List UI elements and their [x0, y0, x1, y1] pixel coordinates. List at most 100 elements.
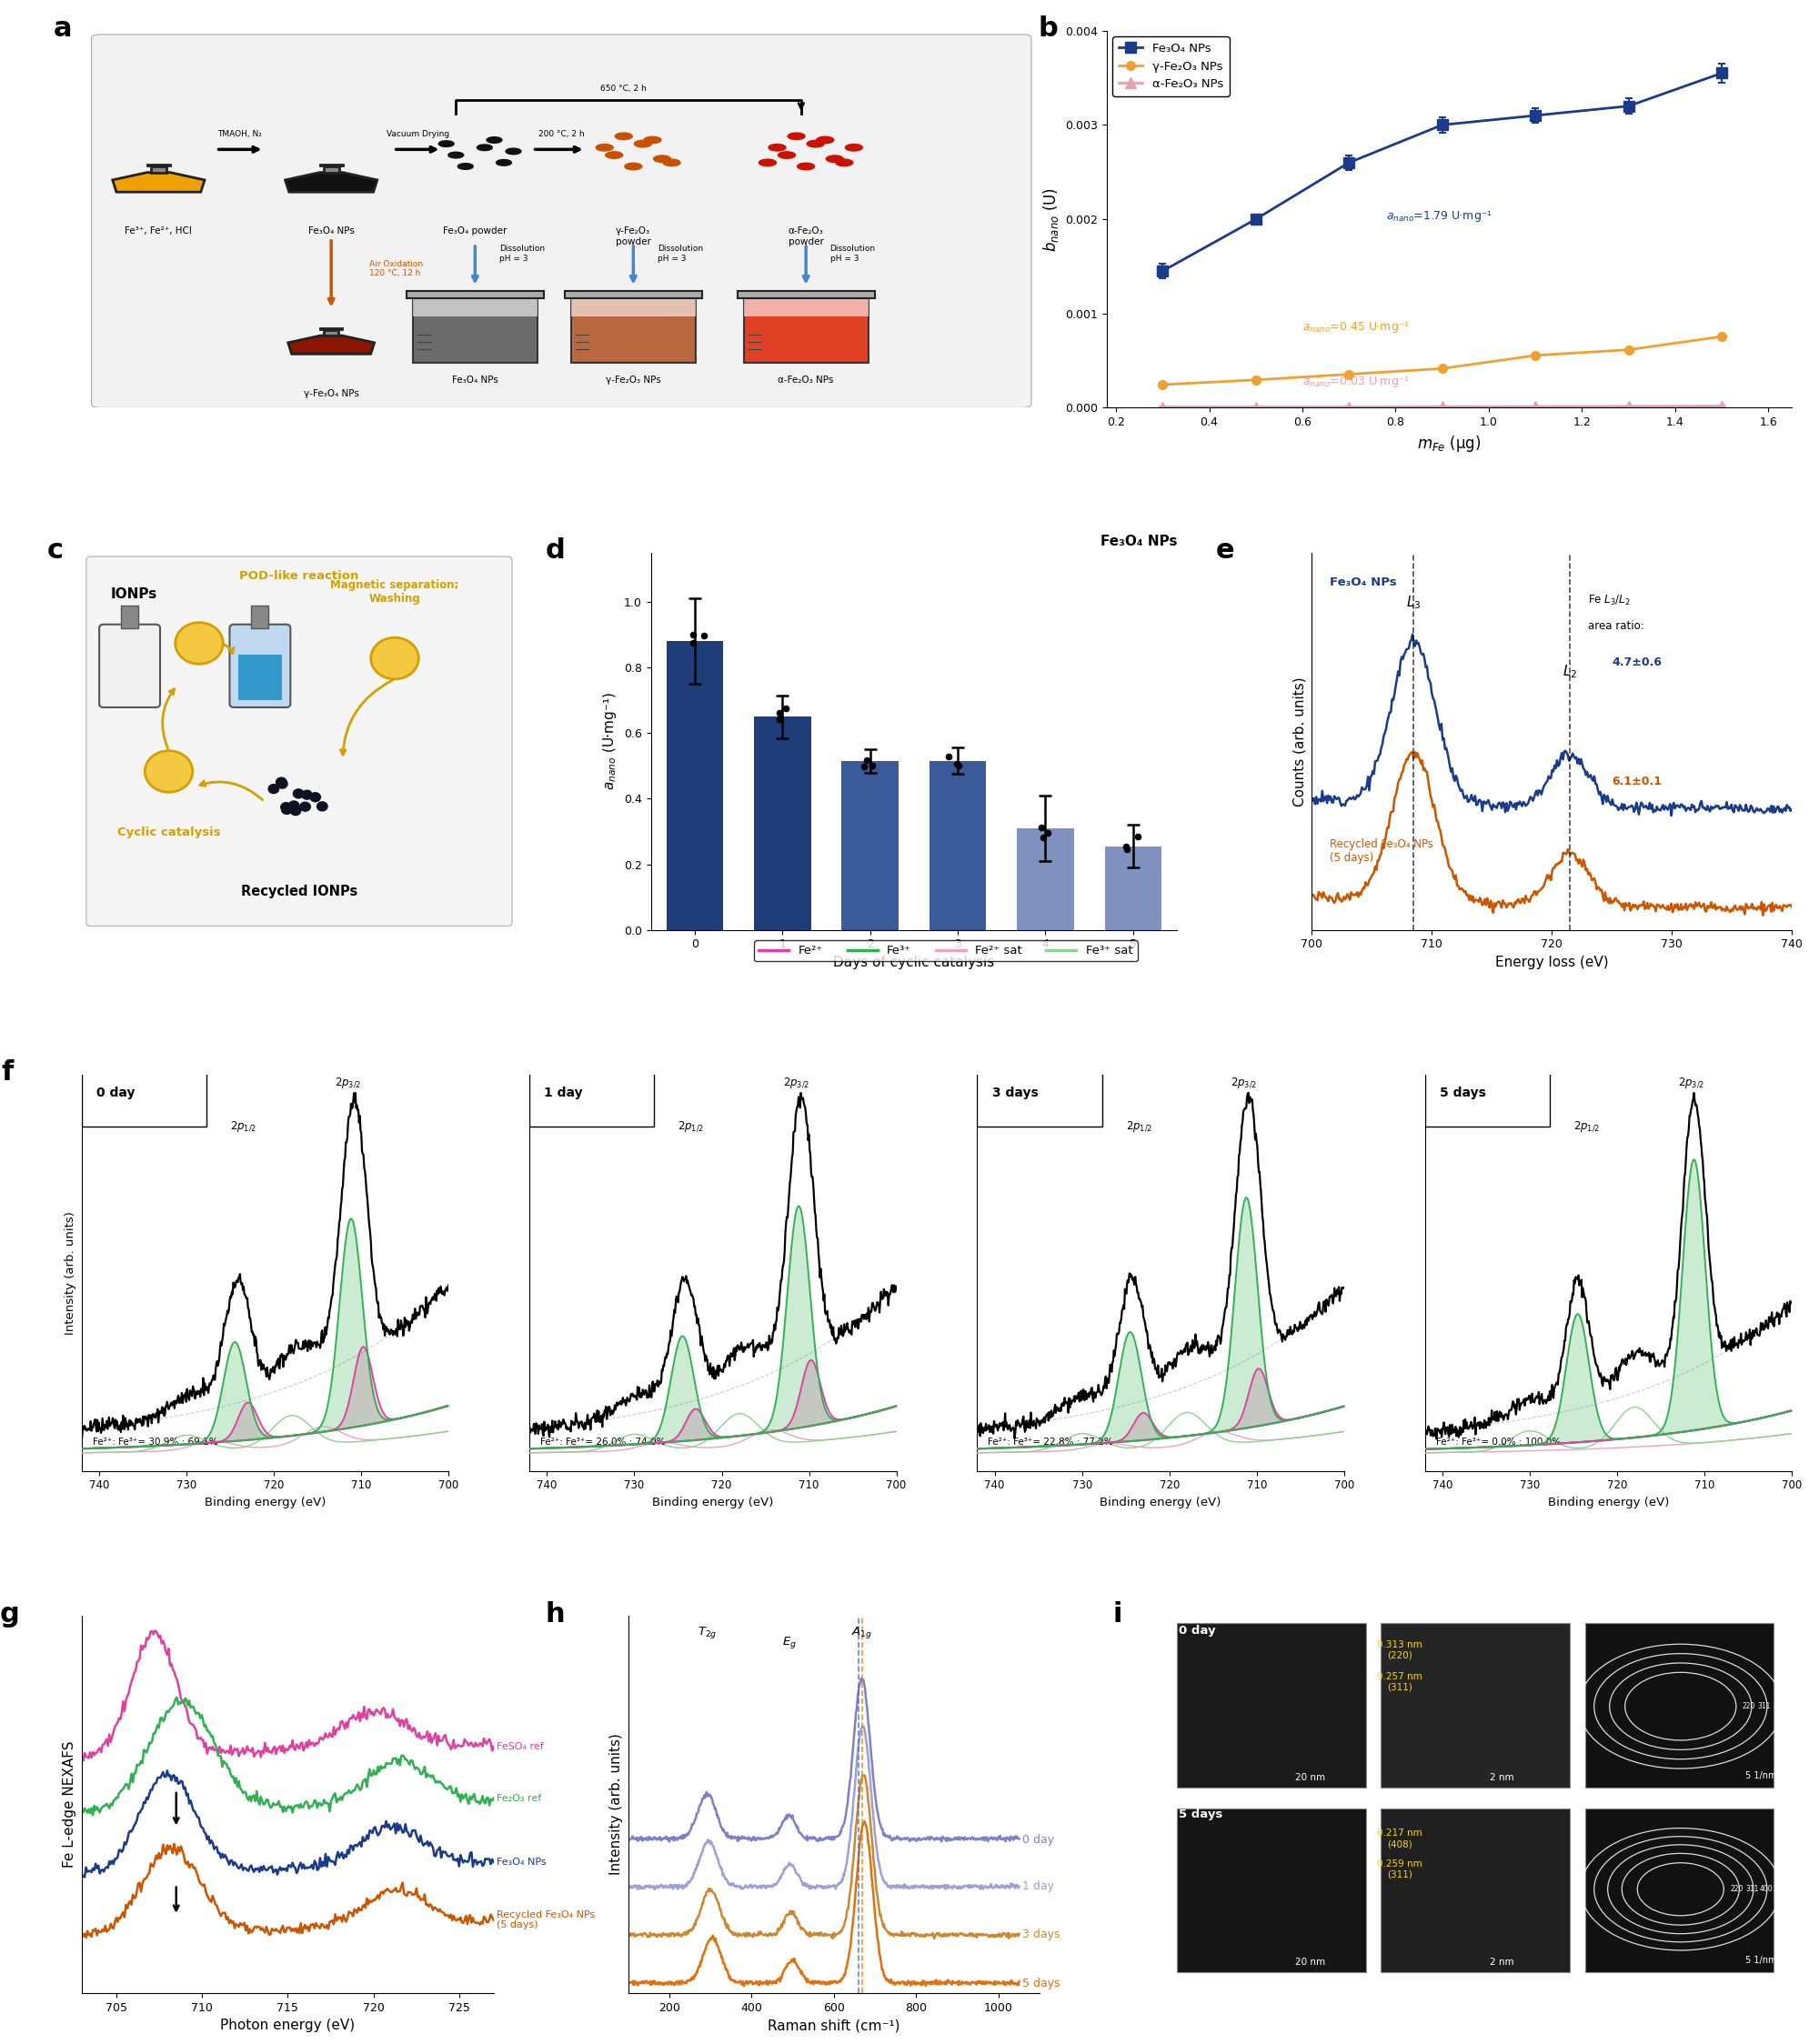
Text: 0 day: 0 day	[96, 1087, 135, 1100]
Circle shape	[458, 164, 473, 170]
Text: 0.257 nm
(311): 0.257 nm (311)	[1377, 1672, 1422, 1692]
Text: 5 1/nm: 5 1/nm	[1744, 1772, 1777, 1780]
FancyBboxPatch shape	[529, 1071, 655, 1126]
Point	[1033, 816, 1062, 848]
Circle shape	[486, 137, 502, 143]
Text: Fe₃O₄ NPs: Fe₃O₄ NPs	[1330, 576, 1397, 589]
Polygon shape	[324, 166, 338, 172]
Text: $L_3$: $L_3$	[1406, 595, 1421, 611]
Text: $2p_{3/2}$: $2p_{3/2}$	[335, 1075, 362, 1089]
Circle shape	[653, 155, 671, 161]
Text: $a_{nano}$=0.45 U·mg⁻¹: $a_{nano}$=0.45 U·mg⁻¹	[1302, 321, 1410, 335]
Circle shape	[438, 141, 455, 147]
Text: Dissolution
pH = 3: Dissolution pH = 3	[657, 245, 702, 262]
Text: $L_2$: $L_2$	[1563, 664, 1577, 681]
Text: 311: 311	[1757, 1703, 1772, 1711]
Circle shape	[759, 159, 777, 166]
Text: Recycled IONPs: Recycled IONPs	[240, 885, 358, 899]
Text: Dissolution
pH = 3: Dissolution pH = 3	[498, 245, 544, 262]
Polygon shape	[287, 335, 375, 354]
Text: 0.313 nm
(220): 0.313 nm (220)	[1377, 1641, 1422, 1660]
Polygon shape	[413, 298, 537, 317]
Point	[1111, 834, 1141, 867]
Text: γ-Fe₃O₄ NPs: γ-Fe₃O₄ NPs	[304, 388, 358, 399]
Text: IONPs: IONPs	[111, 587, 156, 601]
Text: 5 days: 5 days	[1439, 1087, 1486, 1100]
Text: $2p_{1/2}$: $2p_{1/2}$	[678, 1120, 704, 1134]
Circle shape	[146, 750, 193, 793]
Text: 0.217 nm
(408): 0.217 nm (408)	[1377, 1829, 1422, 1848]
X-axis label: Raman shift (cm⁻¹): Raman shift (cm⁻¹)	[768, 2019, 900, 2032]
Text: 220: 220	[1743, 1703, 1755, 1711]
Text: 650 °C, 2 h: 650 °C, 2 h	[600, 84, 648, 92]
Circle shape	[276, 779, 287, 789]
Text: 0 day: 0 day	[96, 1087, 135, 1100]
Text: $A_{1g}$: $A_{1g}$	[851, 1625, 873, 1641]
Text: area ratio:: area ratio:	[1588, 619, 1644, 632]
Point	[1028, 811, 1057, 844]
Text: $T_{2g}$: $T_{2g}$	[698, 1625, 717, 1641]
Polygon shape	[413, 298, 537, 362]
Y-axis label: Fe L-edge NEXAFS: Fe L-edge NEXAFS	[64, 1741, 76, 1868]
Point	[678, 617, 708, 650]
Text: 220: 220	[1730, 1885, 1743, 1893]
Y-axis label: Intensity (arb. units): Intensity (arb. units)	[609, 1733, 622, 1874]
Text: Fe₃O₄ NPs: Fe₃O₄ NPs	[307, 227, 355, 235]
Point	[851, 744, 880, 777]
Y-axis label: Counts (arb. units): Counts (arb. units)	[1293, 677, 1306, 805]
Text: Recycled Fe₃O₄ NPs
(5 days): Recycled Fe₃O₄ NPs (5 days)	[1330, 838, 1433, 865]
Circle shape	[282, 805, 293, 814]
X-axis label: Binding energy (eV): Binding energy (eV)	[1100, 1496, 1221, 1508]
Circle shape	[817, 137, 833, 143]
Circle shape	[289, 801, 298, 809]
Text: Fe₃O₄ NPs: Fe₃O₄ NPs	[451, 376, 498, 384]
Polygon shape	[737, 290, 875, 298]
Text: c: c	[47, 538, 64, 564]
Circle shape	[644, 137, 660, 143]
Point	[935, 740, 964, 773]
Circle shape	[447, 151, 464, 157]
Polygon shape	[406, 290, 544, 298]
Circle shape	[597, 145, 613, 151]
Text: 511: 511	[1774, 1885, 1786, 1893]
Text: Fe₃O₄ powder: Fe₃O₄ powder	[444, 227, 508, 235]
Polygon shape	[571, 298, 695, 317]
Text: Cyclic catalysis: Cyclic catalysis	[116, 826, 220, 838]
Circle shape	[309, 793, 320, 801]
Text: 440: 440	[1788, 1703, 1803, 1711]
X-axis label: $m_{Fe}$ (μg): $m_{Fe}$ (μg)	[1417, 433, 1481, 454]
Text: γ-Fe₂O₃
powder: γ-Fe₂O₃ powder	[615, 227, 651, 247]
Text: TMAOH, N₂: TMAOH, N₂	[218, 131, 262, 139]
Text: Air Oxidation
120 °C, 12 h: Air Oxidation 120 °C, 12 h	[369, 260, 424, 278]
Bar	[930, 760, 986, 930]
Text: 400: 400	[1759, 1885, 1774, 1893]
Text: 311: 311	[1746, 1885, 1759, 1893]
X-axis label: Binding energy (eV): Binding energy (eV)	[1548, 1496, 1668, 1508]
Text: 4.7±0.6: 4.7±0.6	[1612, 656, 1661, 668]
Text: h: h	[546, 1600, 566, 1627]
Circle shape	[788, 133, 806, 139]
Circle shape	[664, 159, 680, 166]
Text: 511: 511	[1774, 1703, 1786, 1711]
Text: ①: ①	[193, 636, 206, 652]
Text: 1 day: 1 day	[544, 1087, 582, 1100]
Y-axis label: $a_{nano}$ (U·mg⁻¹): $a_{nano}$ (U·mg⁻¹)	[602, 693, 618, 791]
Text: 1 day: 1 day	[544, 1087, 582, 1100]
FancyBboxPatch shape	[100, 623, 160, 707]
Text: 6.1±0.1: 6.1±0.1	[1612, 777, 1661, 787]
Text: Fe²⁺: Fe³⁺= 30.9% : 69.1%: Fe²⁺: Fe³⁺= 30.9% : 69.1%	[93, 1437, 218, 1447]
Text: Fe₂O₃ ref: Fe₂O₃ ref	[497, 1795, 542, 1803]
Circle shape	[506, 149, 520, 155]
Text: 2 nm: 2 nm	[1490, 1958, 1513, 1966]
FancyBboxPatch shape	[238, 654, 282, 699]
X-axis label: Energy loss (eV): Energy loss (eV)	[1495, 955, 1608, 969]
Text: Dissolution
pH = 3: Dissolution pH = 3	[829, 245, 875, 262]
FancyBboxPatch shape	[122, 605, 138, 628]
Polygon shape	[113, 172, 204, 192]
Text: 5 1/nm: 5 1/nm	[1744, 1956, 1777, 1966]
Point	[1124, 820, 1153, 852]
Point	[1030, 822, 1059, 854]
FancyBboxPatch shape	[251, 605, 269, 628]
Bar	[1104, 846, 1162, 930]
Circle shape	[477, 145, 493, 151]
